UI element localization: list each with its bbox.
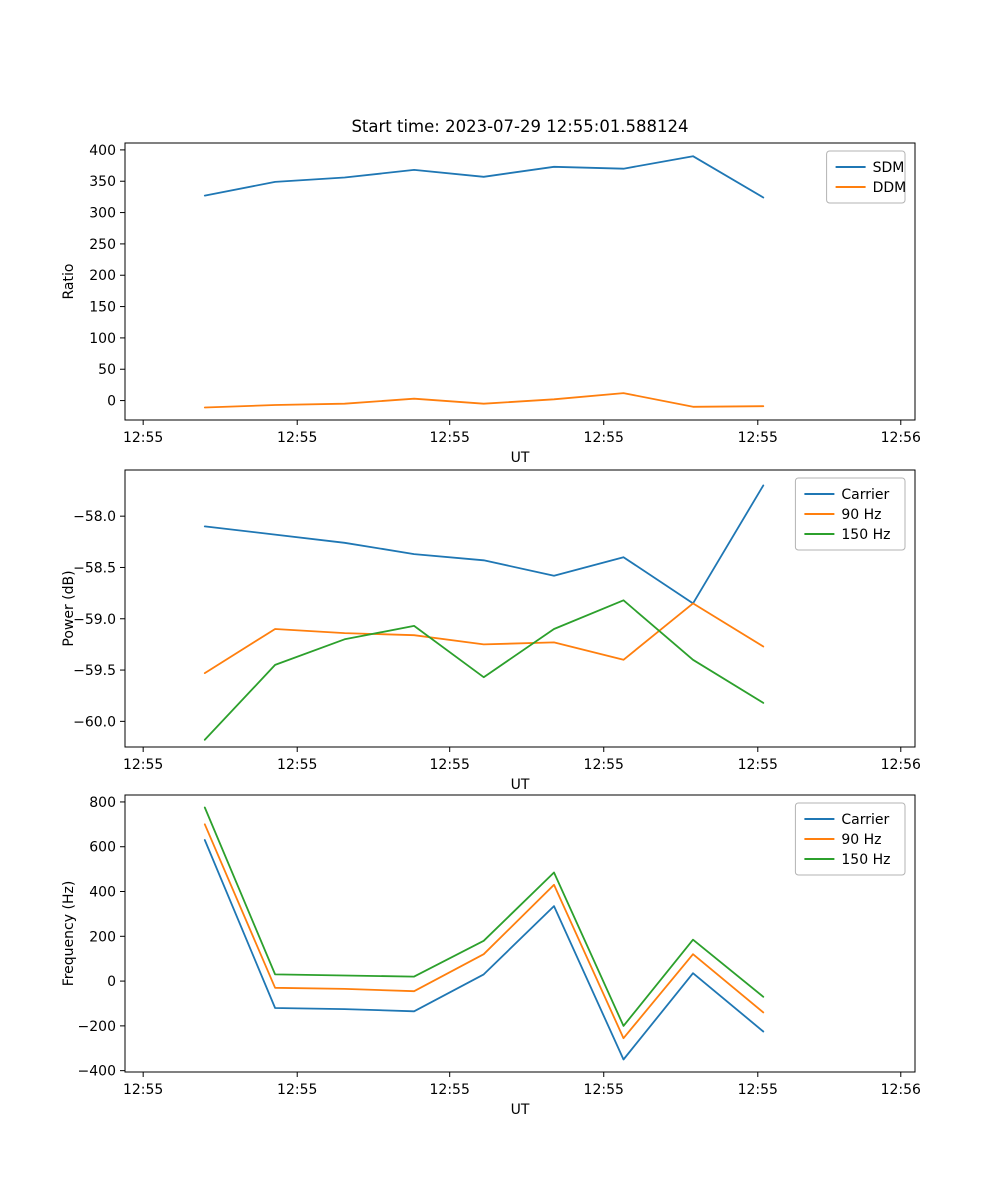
y-tick-label: −200 — [78, 1019, 116, 1035]
legend-label: Carrier — [841, 487, 889, 503]
series-line-carrier — [203, 839, 765, 1061]
x-tick-label: 12:55 — [123, 430, 163, 446]
x-tick-label: 12:55 — [277, 1082, 317, 1098]
x-tick-label: 12:55 — [430, 430, 470, 446]
axes-frame — [124, 142, 916, 421]
x-tick-label: 12:55 — [277, 757, 317, 773]
y-tick-label: 200 — [89, 929, 116, 945]
y-tick-label: 150 — [89, 300, 116, 316]
subplot-frequency: −400 −200 0 200 400 600 800 12:55 12:55 12:55 12:5… — [61, 794, 921, 1118]
legend: Carrier 90 Hz 150 Hz — [794, 802, 906, 876]
x-tick-label: 12:56 — [881, 757, 921, 773]
x-tick-label: 12:55 — [584, 430, 624, 446]
y-tick-label: 200 — [89, 268, 116, 284]
y-tick-label: −60.0 — [73, 714, 116, 730]
x-axis-label: UT — [511, 1102, 530, 1118]
x-tick-label: 12:55 — [430, 757, 470, 773]
x-axis-label: UT — [511, 450, 530, 466]
x-tick-label: 12:55 — [123, 1082, 163, 1098]
y-axis-label: Frequency (Hz) — [61, 881, 77, 987]
legend-label: DDM — [873, 180, 907, 196]
legend-box — [826, 150, 906, 204]
legend-label: 150 Hz — [841, 527, 890, 543]
legend-label: SDM — [873, 160, 905, 176]
y-tick-label: 600 — [89, 840, 116, 856]
axes-frame — [124, 469, 916, 748]
legend: Carrier 90 Hz 150 Hz — [794, 477, 906, 551]
y-tick-label: −59.5 — [73, 663, 116, 679]
series-line-90-hz — [203, 823, 765, 1040]
x-tick-label: 12:55 — [430, 1082, 470, 1098]
y-axis-label: Power (dB) — [61, 570, 77, 646]
series-line-150-hz — [203, 599, 765, 741]
x-tick-label: 12:55 — [584, 1082, 624, 1098]
legend-box — [794, 477, 906, 551]
series-line-carrier — [203, 484, 765, 605]
x-tick-label: 12:55 — [738, 430, 778, 446]
y-tick-label: 50 — [98, 362, 116, 378]
subplot-power: −58.0 −58.5 −59.0 −59.5 −60.0 12:55 12:55 12:55… — [61, 469, 921, 793]
y-tick-label: 0 — [107, 394, 116, 410]
series-line-ddm — [203, 392, 765, 409]
y-axis-label: Ratio — [61, 264, 77, 300]
y-tick-label: −59.0 — [73, 612, 116, 628]
y-tick-label: 350 — [89, 174, 116, 190]
y-tick-label: 400 — [89, 885, 116, 901]
y-tick-label: 800 — [89, 795, 116, 811]
legend-label: Carrier — [841, 812, 889, 828]
legend-label: 90 Hz — [841, 507, 881, 523]
y-tick-label: 0 — [107, 974, 116, 990]
x-tick-label: 12:56 — [881, 430, 921, 446]
x-tick-label: 12:56 — [881, 1082, 921, 1098]
x-tick-label: 12:55 — [277, 430, 317, 446]
y-tick-label: 100 — [89, 331, 116, 347]
y-tick-label: 300 — [89, 206, 116, 222]
figure-title: Start time: 2023-07-29 12:55:01.588124 — [351, 117, 689, 136]
x-tick-label: 12:55 — [123, 757, 163, 773]
legend-box — [794, 802, 906, 876]
axes-frame — [124, 794, 916, 1073]
series-line-150-hz — [203, 806, 765, 1027]
x-tick-label: 12:55 — [738, 757, 778, 773]
legend-label: 150 Hz — [841, 852, 890, 868]
y-tick-label: −58.5 — [73, 560, 116, 576]
legend: SDM DDM — [826, 150, 907, 204]
legend-label: 90 Hz — [841, 832, 881, 848]
x-tick-label: 12:55 — [738, 1082, 778, 1098]
y-tick-label: 400 — [89, 143, 116, 159]
subplot-ratio: 0 50 100 150 200 250 300 350 400 12:55 12:55 12:55 1… — [61, 142, 921, 466]
series-line-sdm — [203, 155, 765, 199]
x-tick-label: 12:55 — [584, 757, 624, 773]
y-tick-label: 250 — [89, 237, 116, 253]
x-axis-label: UT — [511, 777, 530, 793]
y-tick-label: −58.0 — [73, 509, 116, 525]
series-line-90-hz — [203, 602, 765, 674]
y-tick-label: −400 — [78, 1064, 116, 1080]
